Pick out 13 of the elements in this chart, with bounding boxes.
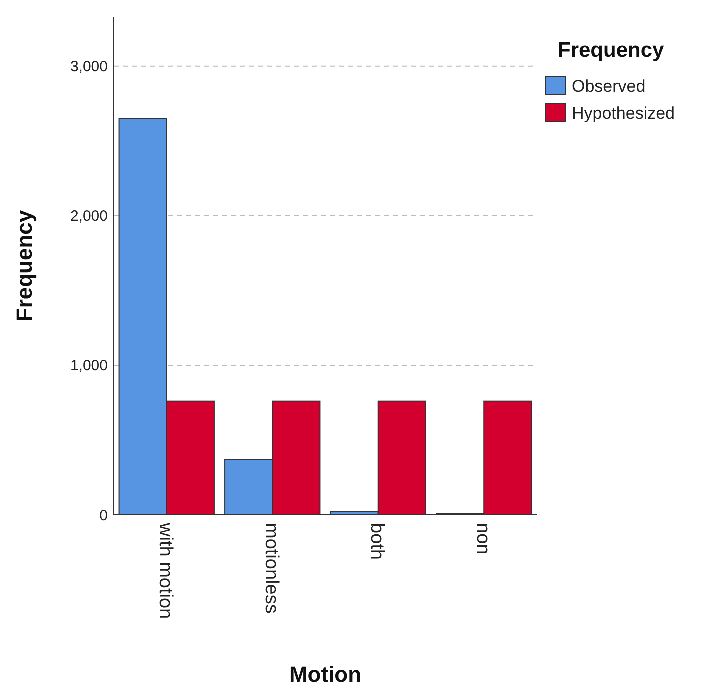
y-tick-label: 1,000	[70, 358, 108, 375]
x-tick-label: with motion	[155, 522, 176, 620]
x-tick-label: motionless	[260, 523, 282, 614]
x-tick-label: both	[366, 523, 388, 560]
y-axis-title: Frequency	[12, 210, 37, 322]
y-tick-label: 3,000	[70, 58, 108, 76]
y-tick-label: 2,000	[70, 208, 108, 226]
y-tick-label: 0	[100, 507, 108, 524]
legend-label: Hypothesized	[572, 104, 676, 123]
legend-label: Observed	[572, 76, 646, 96]
x-tick-label: non	[472, 523, 494, 555]
legend-title: Frequency	[558, 39, 665, 62]
x-axis-title: Motion	[289, 662, 362, 687]
